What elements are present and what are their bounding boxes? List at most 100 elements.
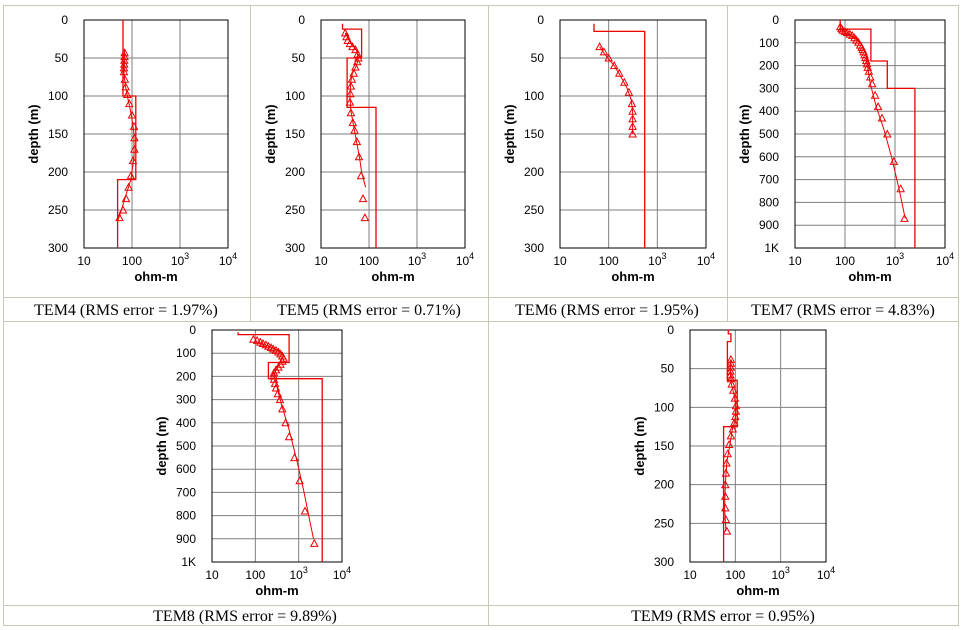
chart-tem4: 0 50 100 150 200 250 300 10 100 103 104 ohm-m depth … xyxy=(26,13,237,284)
y-tick-label: 250 xyxy=(285,203,305,217)
y-tick-label: 700 xyxy=(176,485,196,499)
observed-point xyxy=(614,68,624,77)
y-tick-label: 700 xyxy=(759,173,779,187)
observed-point xyxy=(609,61,619,70)
observed-point xyxy=(859,47,868,56)
observed-point xyxy=(348,42,357,51)
y-tick-label: 900 xyxy=(759,218,779,232)
observed-point xyxy=(348,118,358,127)
observed-point xyxy=(896,184,906,193)
y-tick-label: 500 xyxy=(759,127,779,141)
x-tick-label: 103 xyxy=(648,251,666,268)
observed-point xyxy=(122,89,132,98)
observed-point xyxy=(628,129,637,138)
chart-tem5: 0 50 100 150 200 250 300 10 100 103 104 ohm-m depth … xyxy=(263,13,474,284)
x-axis-label: ohm-m xyxy=(736,583,779,598)
x-axis-label: ohm-m xyxy=(255,583,298,598)
observed-point xyxy=(290,453,299,462)
y-tick-label: 250 xyxy=(524,203,544,217)
observed-point xyxy=(721,514,731,523)
observed-point xyxy=(309,538,319,547)
y-axis-label: depth (m) xyxy=(632,416,647,475)
observed-point xyxy=(726,358,736,367)
observed-point xyxy=(873,102,883,111)
observed-point xyxy=(595,42,604,51)
observed-point xyxy=(628,121,637,130)
observed-point xyxy=(300,506,310,515)
observed-point xyxy=(628,106,637,115)
observed-point xyxy=(128,156,138,165)
x-tick-label: 100 xyxy=(835,254,855,268)
observed-point xyxy=(352,137,362,146)
observed-point xyxy=(351,45,360,54)
plot-frame xyxy=(794,19,946,249)
model-step-line xyxy=(341,23,377,248)
y-tick-label: 300 xyxy=(285,241,305,255)
y-tick-label: 300 xyxy=(176,393,196,407)
fit-line xyxy=(599,46,634,134)
x-tick-label: 103 xyxy=(171,251,189,268)
observed-point xyxy=(627,99,637,108)
model-step-line xyxy=(593,23,646,248)
observed-point xyxy=(120,51,129,60)
observed-point xyxy=(728,424,738,433)
y-tick-label: 300 xyxy=(524,241,544,255)
y-tick-label: 900 xyxy=(176,532,196,546)
x-tick-label: 104 xyxy=(456,251,474,268)
observed-point xyxy=(723,449,733,458)
observed-point xyxy=(277,404,287,413)
y-tick-label: 0 xyxy=(667,323,674,337)
y-tick-label: 100 xyxy=(759,36,779,50)
caption-tem8: TEM8 (RMS error = 9.89%) xyxy=(153,608,337,625)
observed-point xyxy=(295,476,304,485)
observed-point xyxy=(900,213,909,222)
x-tick-label: 104 xyxy=(697,251,715,268)
y-tick-label: 0 xyxy=(61,13,68,27)
observed-point xyxy=(352,57,362,66)
observed-point xyxy=(728,385,738,394)
x-tick-label: 104 xyxy=(219,251,237,268)
observed-point xyxy=(726,431,736,440)
observed-point xyxy=(351,62,360,71)
observed-point xyxy=(882,129,892,138)
observed-point xyxy=(129,121,139,130)
y-tick-label: 200 xyxy=(524,165,544,179)
observed-point xyxy=(354,152,364,161)
plot-frame xyxy=(559,19,707,249)
observed-point xyxy=(870,90,880,99)
y-tick-label: 400 xyxy=(759,104,779,118)
observed-point xyxy=(130,133,139,142)
observed-point xyxy=(249,334,258,343)
y-tick-label: 0 xyxy=(189,323,196,337)
y-tick-label: 100 xyxy=(654,400,674,414)
x-tick-label: 10 xyxy=(553,254,567,268)
observed-point xyxy=(119,67,129,76)
observed-point xyxy=(346,108,356,117)
observed-point xyxy=(628,114,637,123)
y-tick-label: 150 xyxy=(48,127,68,141)
observed-point xyxy=(730,412,740,421)
y-tick-label: 0 xyxy=(537,13,544,27)
caption-tem5: TEM5 (RMS error = 0.71%) xyxy=(277,302,461,319)
observed-point xyxy=(731,401,741,410)
observed-point xyxy=(130,144,139,153)
observed-point xyxy=(119,63,129,72)
x-tick-label: 10 xyxy=(314,254,328,268)
observed-point xyxy=(726,354,736,363)
x-axis-label: ohm-m xyxy=(611,269,654,284)
observed-point xyxy=(126,171,136,180)
y-tick-label: 0 xyxy=(772,13,779,27)
y-tick-label: 300 xyxy=(654,555,674,569)
observed-point xyxy=(877,113,887,122)
y-axis-label: depth (m) xyxy=(26,104,41,163)
x-axis-label: ohm-m xyxy=(848,269,891,284)
observed-point xyxy=(276,349,285,358)
x-axis-label: ohm-m xyxy=(134,269,177,284)
observed-point xyxy=(120,48,129,57)
observed-point xyxy=(271,383,281,392)
observed-point xyxy=(619,77,629,86)
x-tick-label: 104 xyxy=(817,565,835,582)
y-tick-label: 400 xyxy=(176,416,196,430)
observed-point xyxy=(864,66,874,75)
